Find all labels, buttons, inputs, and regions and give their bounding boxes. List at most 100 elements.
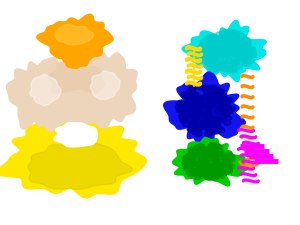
- Circle shape: [176, 101, 183, 106]
- Circle shape: [243, 45, 250, 50]
- Circle shape: [188, 150, 195, 155]
- Circle shape: [186, 170, 193, 175]
- Circle shape: [198, 144, 205, 149]
- Circle shape: [224, 161, 230, 166]
- Circle shape: [217, 127, 224, 133]
- Circle shape: [231, 30, 238, 35]
- Circle shape: [193, 107, 200, 112]
- Circle shape: [188, 162, 194, 167]
- Polygon shape: [164, 72, 245, 145]
- Circle shape: [228, 47, 235, 52]
- Circle shape: [178, 113, 185, 118]
- Circle shape: [207, 168, 214, 173]
- Circle shape: [187, 99, 194, 104]
- Circle shape: [213, 174, 220, 179]
- Circle shape: [213, 173, 220, 178]
- Circle shape: [214, 152, 221, 157]
- Circle shape: [221, 96, 228, 101]
- Circle shape: [200, 167, 206, 172]
- Circle shape: [191, 105, 199, 110]
- Circle shape: [201, 58, 208, 63]
- Circle shape: [249, 52, 256, 57]
- Circle shape: [214, 66, 222, 71]
- Circle shape: [231, 36, 238, 41]
- Circle shape: [199, 168, 205, 173]
- Circle shape: [175, 105, 182, 110]
- Circle shape: [229, 164, 235, 169]
- Circle shape: [195, 146, 202, 151]
- Circle shape: [205, 103, 212, 109]
- Circle shape: [193, 146, 200, 151]
- Circle shape: [220, 103, 227, 109]
- Circle shape: [201, 161, 208, 166]
- Circle shape: [200, 52, 207, 58]
- Circle shape: [211, 85, 218, 91]
- Circle shape: [217, 149, 224, 154]
- Circle shape: [197, 144, 204, 149]
- Circle shape: [225, 166, 232, 171]
- Circle shape: [199, 163, 206, 168]
- Circle shape: [211, 129, 218, 134]
- Circle shape: [205, 148, 211, 153]
- Circle shape: [183, 163, 190, 168]
- Circle shape: [193, 107, 200, 112]
- Circle shape: [194, 171, 200, 176]
- Circle shape: [204, 131, 211, 137]
- Polygon shape: [182, 20, 266, 81]
- Circle shape: [199, 43, 206, 48]
- Circle shape: [227, 35, 234, 40]
- Circle shape: [208, 103, 215, 108]
- Circle shape: [210, 45, 217, 51]
- Circle shape: [189, 121, 196, 126]
- Circle shape: [217, 159, 224, 164]
- Circle shape: [206, 97, 213, 102]
- Circle shape: [213, 48, 220, 53]
- Circle shape: [212, 118, 219, 123]
- Circle shape: [224, 120, 231, 125]
- Circle shape: [235, 43, 242, 48]
- Circle shape: [194, 102, 201, 107]
- Circle shape: [199, 43, 206, 49]
- Circle shape: [202, 98, 209, 103]
- Circle shape: [214, 89, 222, 95]
- Circle shape: [224, 31, 231, 36]
- Circle shape: [229, 64, 236, 70]
- Circle shape: [182, 122, 190, 127]
- Circle shape: [193, 101, 200, 107]
- Circle shape: [202, 111, 209, 117]
- Circle shape: [206, 169, 212, 174]
- Circle shape: [249, 47, 256, 53]
- Circle shape: [202, 162, 209, 167]
- Circle shape: [226, 167, 232, 172]
- Circle shape: [228, 154, 235, 159]
- Circle shape: [228, 41, 235, 47]
- Circle shape: [180, 117, 187, 122]
- Circle shape: [218, 99, 225, 104]
- Circle shape: [207, 37, 214, 43]
- Circle shape: [221, 66, 228, 72]
- Polygon shape: [47, 90, 105, 125]
- Circle shape: [210, 120, 217, 125]
- Circle shape: [207, 147, 214, 152]
- Circle shape: [187, 155, 194, 160]
- Circle shape: [226, 98, 233, 103]
- Circle shape: [223, 42, 230, 47]
- Circle shape: [228, 157, 235, 162]
- Circle shape: [198, 96, 205, 101]
- Circle shape: [234, 40, 241, 45]
- Circle shape: [228, 49, 235, 55]
- Circle shape: [230, 56, 237, 61]
- Circle shape: [200, 102, 207, 107]
- Circle shape: [189, 153, 195, 158]
- Circle shape: [196, 170, 203, 175]
- Circle shape: [200, 95, 208, 100]
- Polygon shape: [172, 137, 248, 186]
- Circle shape: [229, 50, 236, 56]
- Circle shape: [222, 156, 228, 161]
- Circle shape: [202, 52, 209, 58]
- Circle shape: [212, 166, 219, 171]
- Circle shape: [198, 170, 205, 175]
- Circle shape: [179, 115, 186, 120]
- Circle shape: [209, 53, 216, 58]
- Circle shape: [226, 152, 232, 157]
